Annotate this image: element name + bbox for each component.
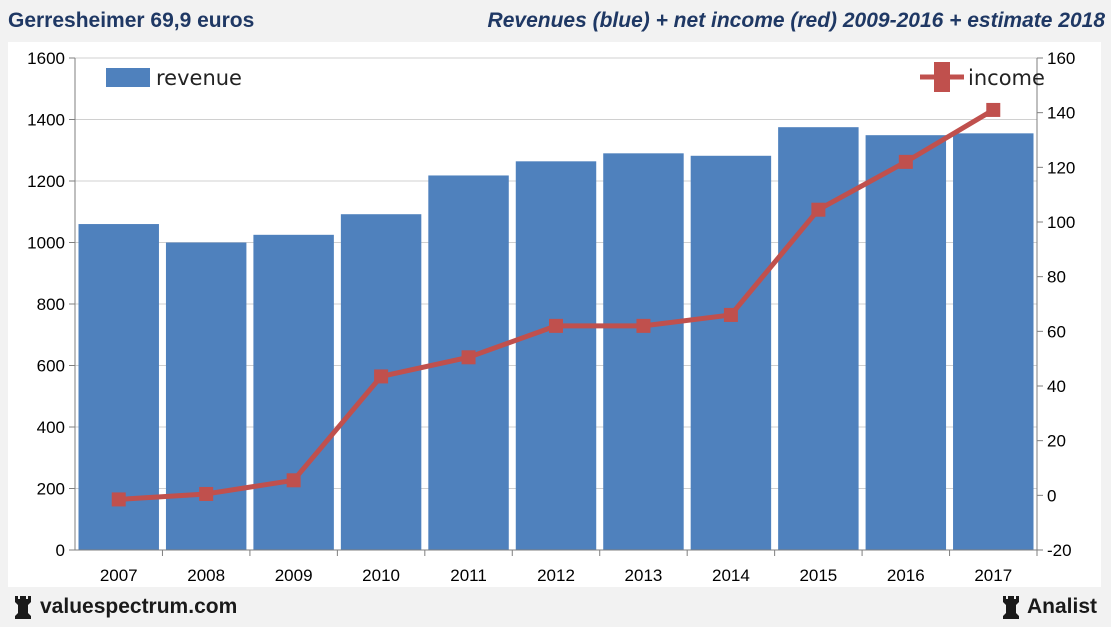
income-point: [111, 492, 126, 507]
revenue-bar: [953, 133, 1034, 550]
y-right-tick-label: 0: [1047, 486, 1056, 505]
x-tick-label: 2014: [712, 566, 750, 585]
footer-brand-left-text: valuespectrum.com: [40, 595, 238, 618]
y-left-tick-label: 1600: [27, 49, 65, 68]
x-tick-label: 2015: [799, 566, 837, 585]
x-tick-label: 2010: [362, 566, 400, 585]
footer-brand-right: Analist: [1000, 594, 1097, 620]
income-point: [636, 318, 651, 333]
x-tick-label: 2011: [450, 566, 487, 585]
income-point: [461, 350, 476, 365]
y-right-tick-label: 140: [1047, 104, 1075, 123]
income-point: [898, 154, 913, 169]
rook-icon: [1002, 596, 1019, 619]
y-right-tick-label: 40: [1047, 377, 1066, 396]
y-left-tick-label: 0: [56, 541, 65, 560]
x-tick-label: 2008: [187, 566, 225, 585]
revenue-bar: [253, 234, 334, 550]
income-point: [811, 202, 826, 217]
y-right-tick-label: -20: [1047, 541, 1072, 560]
axis-layer: 0 200 400 600 800 1000 1200 1400 1600 -20 0 20 40 60 8…: [27, 49, 1075, 585]
y-left-tick-label: 600: [37, 357, 65, 376]
y-left-tick-label: 1200: [27, 172, 65, 191]
revenue-bar: [778, 127, 859, 550]
y-right-tick-label: 160: [1047, 49, 1075, 68]
legend-layer: revenue income: [106, 62, 1045, 92]
income-point: [286, 473, 301, 488]
income-point: [723, 307, 738, 322]
x-tick-label: 2013: [625, 566, 663, 585]
revenue-bar: [603, 153, 684, 550]
y-left-tick-label: 1400: [27, 111, 65, 130]
revenue-bar: [865, 135, 947, 550]
legend-income-swatch-marker: [934, 62, 950, 92]
y-left-tick-label: 1000: [27, 234, 65, 253]
rook-icon: [15, 596, 31, 619]
income-point: [374, 369, 389, 384]
x-tick-label: 2009: [275, 566, 313, 585]
chart-title-left: Gerresheimer 69,9 euros: [8, 9, 255, 32]
income-point: [986, 102, 1001, 117]
y-left-tick-label: 400: [37, 418, 65, 437]
y-right-tick-label: 20: [1047, 432, 1066, 451]
x-tick-label: 2012: [537, 566, 575, 585]
legend-revenue-swatch: [106, 68, 150, 87]
footer-brand-right-text: Analist: [1026, 595, 1097, 618]
y-right-tick-label: 80: [1047, 268, 1066, 287]
y-left-tick-label: 800: [37, 295, 65, 314]
footer-brand-left: valuespectrum.com: [12, 594, 237, 620]
revenue-bar: [690, 155, 772, 550]
revenue-bar: [515, 161, 597, 550]
income-point: [199, 486, 214, 501]
legend-revenue-label: revenue: [156, 66, 242, 90]
chart-title-right: Revenues (blue) + net income (red) 2009-…: [487, 9, 1105, 32]
y-left-tick-label: 200: [37, 480, 65, 499]
legend-income-label: income: [968, 66, 1045, 90]
line-layer: [111, 102, 1001, 507]
y-right-tick-label: 100: [1047, 213, 1075, 232]
y-right-tick-label: 120: [1047, 158, 1075, 177]
x-tick-label: 2007: [100, 566, 138, 585]
y-right-tick-label: 60: [1047, 322, 1066, 341]
revenue-bar: [165, 242, 247, 550]
x-tick-label: 2016: [887, 566, 925, 585]
income-point: [549, 318, 563, 333]
x-tick-label: 2017: [974, 566, 1012, 585]
bar-layer: [78, 127, 1034, 551]
